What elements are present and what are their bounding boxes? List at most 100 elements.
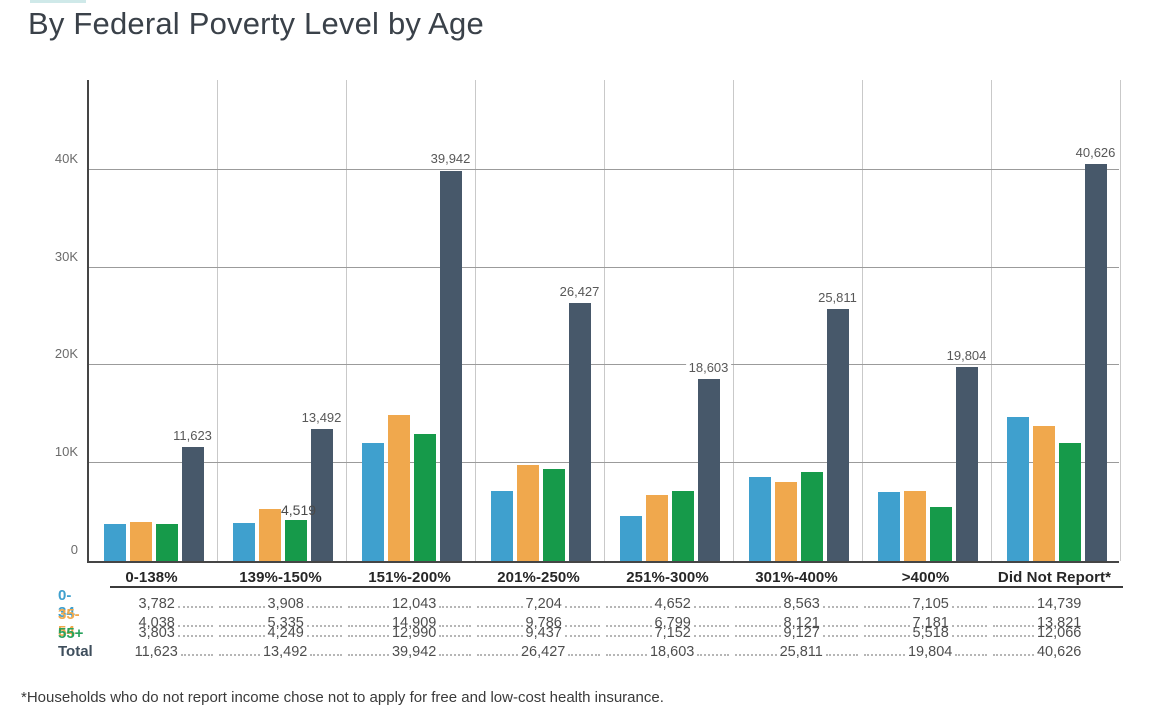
row-label: 55+ — [58, 624, 84, 642]
dotted-leader — [951, 606, 987, 608]
table-cell: 12,066 — [990, 624, 1119, 643]
y-tick-label: 30K — [54, 248, 78, 264]
bar-group: 25,811 — [734, 80, 863, 561]
data-table: 0-138% 139%-150% 151%-200% 201%-250% 251%-30… — [45, 567, 1119, 661]
table-value: 25,811 — [779, 643, 823, 660]
bar-35-54 — [903, 490, 926, 561]
bar-total — [697, 379, 720, 561]
annotation-label: 4,519 — [280, 502, 317, 519]
bar-0-34 — [1006, 416, 1029, 561]
dotted-leader — [477, 606, 523, 608]
category-header: 201%-250% — [497, 568, 580, 586]
row-label: 35-54 — [58, 605, 80, 640]
table-cell: 7,105 — [861, 587, 990, 621]
table-header-row: 0-138% 139%-150% 151%-200% 201%-250% 251%-30… — [45, 567, 1119, 587]
category-header: 139%-150% — [239, 568, 322, 586]
table-value: 14,909 — [391, 614, 437, 631]
table-cell: 3,782 — [87, 587, 216, 621]
dotted-leader — [735, 624, 781, 627]
table-row: 0-34 3,782 3,908 12,043 7,204 4,652 8,563 7,105… — [45, 587, 1119, 621]
bar-55+ — [284, 519, 307, 561]
table-cell: 9,127 — [732, 624, 861, 643]
table-value: 18,603 — [649, 643, 695, 660]
gridline-h — [89, 266, 1119, 268]
table-value: 3,803 — [138, 625, 175, 642]
dotted-leader — [477, 653, 518, 656]
dotted-leader — [606, 653, 647, 656]
bar-total — [826, 308, 849, 561]
bar-label: 40,626 — [1072, 144, 1119, 160]
gridline-v — [733, 80, 734, 561]
category-header: Did Not Report* — [997, 568, 1112, 586]
table-value: 19,804 — [907, 643, 953, 660]
dotted-leader — [993, 635, 1034, 638]
bar-set — [347, 170, 476, 561]
dotted-leader — [219, 624, 265, 627]
dotted-leader — [993, 624, 1034, 627]
dotted-leader — [177, 635, 213, 638]
table-row: 55+ 3,803 4,249 12,990 9,437 7,152 9,127 5,518 1… — [45, 624, 1119, 643]
bar-total — [439, 170, 462, 561]
dotted-leader — [606, 606, 652, 608]
table-value: 40,626 — [1036, 643, 1082, 660]
bar-group: 39,942 — [347, 80, 476, 561]
table-cell: 5,518 — [861, 624, 990, 643]
dotted-leader — [439, 635, 471, 638]
bar-group: 18,603 — [605, 80, 734, 561]
dotted-leader — [864, 624, 910, 627]
category-header: 251%-300% — [626, 568, 709, 586]
bar-0-34 — [619, 515, 642, 561]
table-cell: 18,603 — [603, 643, 732, 662]
bar-35-54 — [258, 508, 281, 561]
table-cell: 12,043 — [345, 587, 474, 621]
y-tick-label: 10K — [54, 444, 78, 460]
dotted-leader — [864, 635, 910, 638]
dotted-leader — [306, 635, 342, 638]
table-cell: 40,626 — [990, 643, 1119, 662]
bar-label: 11,623 — [170, 428, 215, 444]
dotted-leader — [822, 624, 858, 627]
table-cell: 9,437 — [474, 624, 603, 643]
bar-0-34 — [232, 522, 255, 561]
table-value: 12,043 — [391, 596, 437, 612]
bar-35-54 — [774, 481, 797, 561]
table-cell: 39,942 — [345, 643, 474, 662]
table-cell: 3,908 — [216, 587, 345, 621]
bar-total — [568, 302, 591, 561]
table-cell: 3,803 — [87, 624, 216, 643]
dotted-leader — [439, 624, 471, 627]
dotted-leader — [177, 624, 213, 627]
table-cell: 26,427 — [474, 643, 603, 662]
bar-set — [89, 447, 218, 561]
table-value: 9,437 — [525, 625, 562, 642]
table-cell: 6,799 — [603, 606, 732, 640]
gridline-h — [89, 168, 1119, 170]
table-cell: 4,249 — [216, 624, 345, 643]
dotted-leader — [310, 653, 342, 656]
table-cell: 14,909 — [345, 606, 474, 640]
dotted-leader — [864, 653, 905, 656]
dotted-leader — [219, 653, 260, 656]
table-value: 8,121 — [783, 614, 820, 631]
bar-total — [1084, 163, 1107, 561]
category-header: >400% — [901, 568, 950, 586]
bar-35-54 — [129, 521, 152, 561]
bar-55+ — [413, 434, 436, 561]
table-value: 4,652 — [654, 596, 691, 612]
table-cell: 5,335 — [216, 606, 345, 640]
dotted-leader — [477, 635, 523, 638]
table-cell: 8,563 — [732, 587, 861, 621]
dotted-leader — [306, 624, 342, 627]
bar-set — [476, 302, 605, 561]
dotted-leader — [564, 606, 600, 608]
table-cell: 14,739 — [990, 587, 1119, 621]
chart-plot-area: 0 10K 20K 30K 40K 11,623 13,492 4,519 39,942 26,4… — [55, 80, 1121, 563]
table-value: 7,152 — [654, 625, 691, 642]
bar-label: 13,492 — [298, 410, 345, 426]
dotted-leader — [177, 606, 213, 608]
category-header: 151%-200% — [368, 568, 451, 586]
bar-0-34 — [103, 524, 126, 561]
dotted-leader — [693, 624, 729, 627]
table-value: 7,204 — [525, 596, 562, 612]
table-cell: 9,786 — [474, 606, 603, 640]
